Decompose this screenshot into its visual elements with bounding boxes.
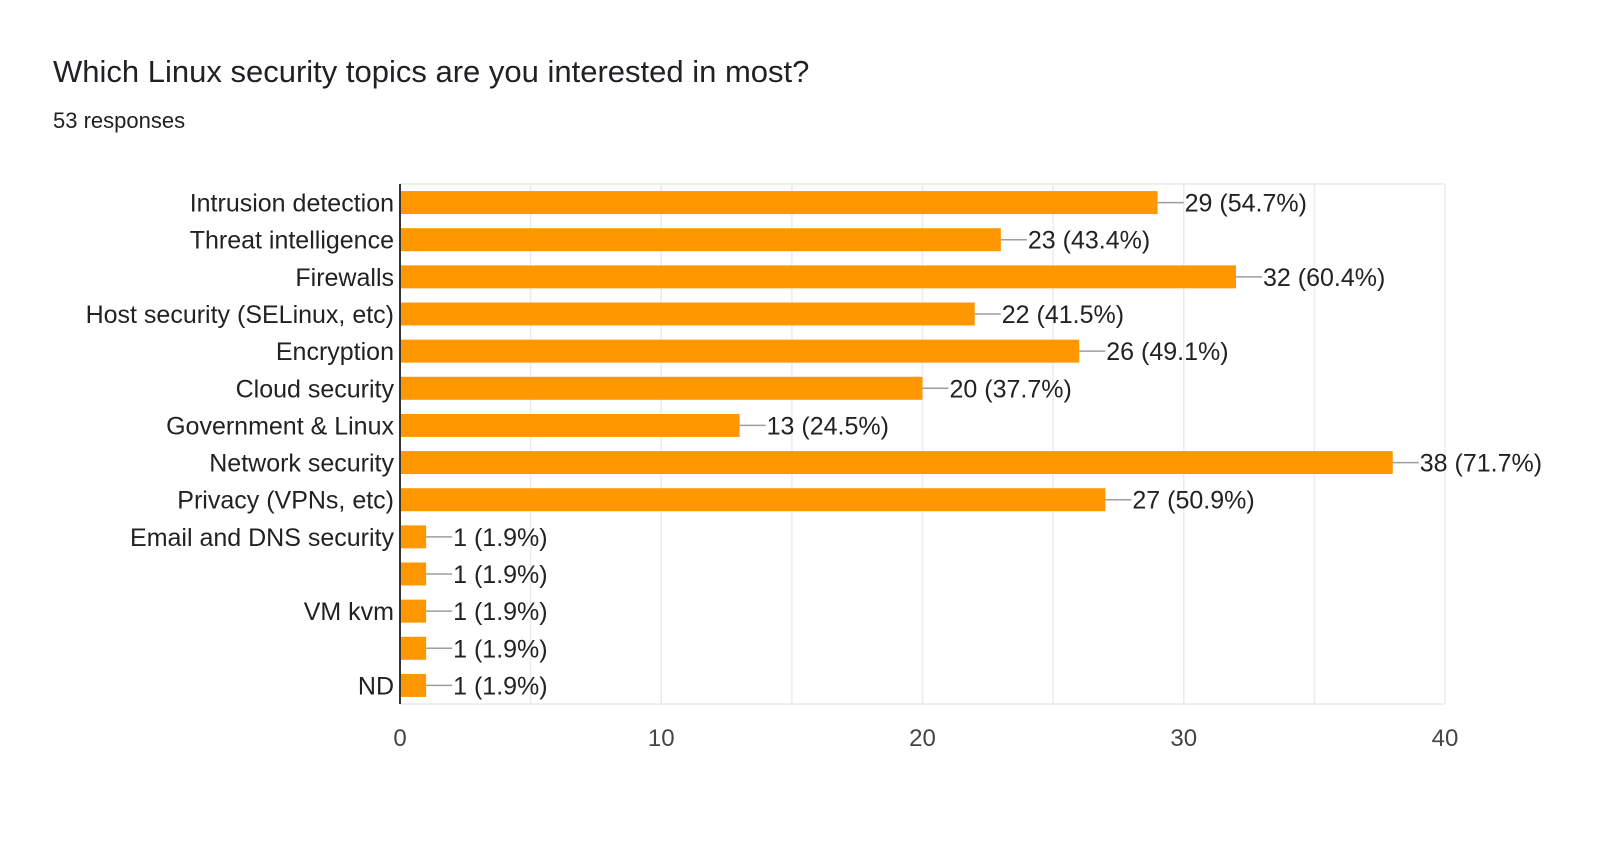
data-label: 20 (37.7%) [950, 375, 1072, 403]
data-label: 1 (1.9%) [453, 561, 547, 589]
bar [400, 599, 427, 623]
bar [400, 451, 1393, 475]
category-label: Intrusion detection [190, 190, 394, 218]
data-label: 38 (71.7%) [1420, 450, 1542, 478]
bar [400, 265, 1236, 289]
category-label: Cloud security [236, 375, 395, 403]
response-count: 53 responses [53, 108, 186, 133]
category-label: Host security (SELinux, etc) [86, 301, 394, 329]
category-label: Privacy (VPNs, etc) [177, 487, 394, 515]
x-tick-label: 30 [1170, 725, 1197, 752]
data-label: 1 (1.9%) [453, 672, 547, 700]
data-label: 29 (54.7%) [1185, 190, 1307, 218]
bar [400, 488, 1106, 512]
bar [400, 562, 427, 586]
category-label: ND [358, 672, 394, 700]
category-label: Network security [209, 450, 394, 478]
category-label: Firewalls [295, 264, 394, 292]
category-label: Encryption [276, 338, 394, 366]
data-label: 1 (1.9%) [453, 598, 547, 626]
category-label: Government & Linux [166, 412, 394, 440]
data-label: 13 (24.5%) [767, 412, 889, 440]
bar [400, 376, 923, 400]
bar [400, 413, 740, 437]
data-label: 23 (43.4%) [1028, 227, 1150, 255]
x-tick-label: 0 [393, 725, 406, 752]
bar [400, 525, 427, 549]
bar [400, 302, 975, 326]
category-label: Email and DNS security [130, 524, 394, 552]
x-tick-label: 10 [648, 725, 675, 752]
bar [400, 228, 1001, 252]
x-tick-label: 40 [1432, 725, 1459, 752]
data-label: 26 (49.1%) [1106, 338, 1228, 366]
bar [400, 673, 427, 697]
data-label: 32 (60.4%) [1263, 264, 1385, 292]
bar [400, 636, 427, 660]
chart-title: Which Linux security topics are you inte… [53, 54, 810, 89]
data-label: 1 (1.9%) [453, 635, 547, 663]
bar [400, 339, 1080, 363]
data-label: 27 (50.9%) [1132, 487, 1254, 515]
data-label: 22 (41.5%) [1002, 301, 1124, 329]
x-tick-label: 20 [909, 725, 936, 752]
data-label: 1 (1.9%) [453, 524, 547, 552]
category-label: Threat intelligence [190, 227, 394, 255]
category-label: VM kvm [304, 598, 394, 626]
bar [400, 191, 1158, 215]
